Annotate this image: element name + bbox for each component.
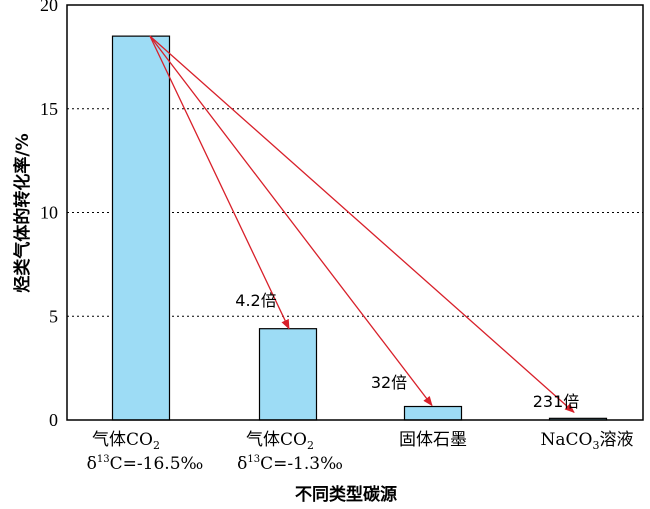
annotation-32x: 32倍: [371, 373, 407, 392]
ratio-arrow-3: [149, 35, 575, 414]
category-label-3: 固体石墨: [399, 430, 467, 450]
bars: [111, 35, 608, 421]
y-tick-labels: 0 5 10 15 20: [40, 0, 58, 430]
arrows: [149, 35, 575, 414]
category-label-2-line2: δ13C=-1.3‰: [237, 454, 343, 474]
y-tick-label-5: 5: [49, 306, 58, 326]
category-label-2-line1: 气体CO2: [246, 430, 314, 452]
annotation-231x: 231倍: [533, 392, 580, 411]
category-label-4: NaCO3溶液: [541, 430, 634, 452]
x-category-labels: 气体CO2 δ13C=-16.5‰ 气体CO2 δ13C=-1.3‰ 固体石墨 …: [87, 430, 634, 474]
bar-1: [111, 35, 171, 421]
x-axis-title: 不同类型碳源: [295, 484, 397, 505]
y-axis-title: 烃类气体的转化率/%: [12, 133, 33, 292]
y-tick-label-15: 15: [40, 99, 58, 119]
bar-3: [403, 405, 463, 421]
plot-frame: [66, 4, 644, 421]
bar-2: [258, 328, 318, 421]
ratio-arrow-2: [149, 35, 433, 407]
annotation-4-2x: 4.2倍: [235, 291, 276, 310]
y-tick-label-20: 20: [40, 0, 58, 15]
category-label-1-line1: 气体CO2: [92, 430, 160, 452]
category-label-1-line2: δ13C=-16.5‰: [87, 454, 204, 474]
y-tick-label-0: 0: [49, 410, 58, 430]
ratio-arrow-1: [149, 35, 290, 330]
y-tick-label-10: 10: [40, 203, 58, 223]
